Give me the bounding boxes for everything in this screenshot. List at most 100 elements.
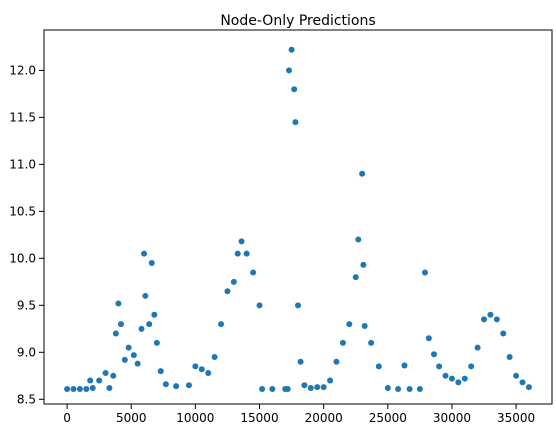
scatter-point <box>461 375 468 382</box>
scatter-point <box>153 339 160 346</box>
scatter-point <box>112 330 119 337</box>
y-tick-label: 9.0 <box>17 345 36 359</box>
scatter-point <box>361 323 368 330</box>
scatter-point <box>117 321 124 328</box>
scatter-point <box>288 46 295 53</box>
x-tick-label: 5000 <box>116 411 147 425</box>
scatter-point <box>360 261 367 268</box>
scatter-point <box>448 375 455 382</box>
scatter-point <box>284 385 291 392</box>
scatter-point <box>115 300 122 307</box>
scatter-point <box>96 377 103 384</box>
scatter-point <box>205 369 212 376</box>
y-tick-label: 10.5 <box>9 204 36 218</box>
scatter-point <box>230 278 237 285</box>
x-tick-label: 0 <box>63 411 71 425</box>
scatter-point <box>211 354 218 361</box>
y-tick-label: 11.5 <box>9 110 36 124</box>
y-axis: 8.5 9.0 9.5 10.0 10.5 11.0 11.5 12.0 <box>9 63 44 406</box>
scatter-point <box>121 356 128 363</box>
scatter-point <box>500 330 507 337</box>
scatter-point <box>106 385 113 392</box>
scatter-point <box>142 292 149 299</box>
scatter-point <box>146 321 153 328</box>
scatter-point <box>134 360 141 367</box>
plot-area: 0 5000 10000 15000 20000 25000 30000 35000 8.5 9… <box>9 29 553 425</box>
scatter-point <box>291 86 298 93</box>
scatter-point <box>256 302 263 309</box>
scatter-point <box>474 344 481 351</box>
scatter-point <box>185 382 192 389</box>
scatter-point <box>339 339 346 346</box>
scatter-point <box>525 384 532 391</box>
x-tick-label: 20000 <box>305 411 343 425</box>
scatter-point <box>368 339 375 346</box>
scatter-point <box>292 119 299 126</box>
scatter-point <box>173 383 180 390</box>
scatter-point <box>89 385 96 392</box>
scatter-point <box>125 344 132 351</box>
scatter-point <box>395 385 402 392</box>
scatter-point <box>422 269 428 276</box>
y-tick-label: 10.0 <box>9 251 36 265</box>
scatter-point <box>269 385 276 392</box>
scatter-point <box>259 385 266 392</box>
scatter-point <box>297 358 304 365</box>
scatter-point <box>320 384 327 391</box>
scatter-point <box>102 369 109 376</box>
scatter-point <box>425 335 432 342</box>
scatter-point <box>198 366 205 373</box>
scatter-point <box>519 379 526 386</box>
scatter-point <box>64 385 71 392</box>
scatter-point <box>243 250 250 257</box>
scatter-point <box>375 363 382 370</box>
y-tick-label: 9.5 <box>17 298 36 312</box>
scatter-point <box>192 363 199 370</box>
scatter-point <box>384 385 391 392</box>
scatter-point <box>442 372 449 379</box>
scatter-point <box>70 385 77 392</box>
scatter-point <box>286 67 293 74</box>
scatter-point <box>430 351 437 358</box>
y-tick-label: 12.0 <box>9 63 36 77</box>
y-tick-label: 8.5 <box>17 392 36 406</box>
scatter-point <box>468 363 475 370</box>
scatter-point <box>218 321 225 328</box>
scatter-point <box>224 288 231 295</box>
scatter-series <box>64 46 532 392</box>
scatter-point <box>406 385 413 392</box>
scatter-point <box>359 170 366 177</box>
scatter-point <box>436 363 443 370</box>
x-axis: 0 5000 10000 15000 20000 25000 30000 35000 <box>63 404 535 425</box>
plot-frame <box>43 29 553 405</box>
scatter-point <box>481 316 488 323</box>
series-group <box>64 46 532 392</box>
scatter-point <box>87 377 94 384</box>
x-tick-label: 25000 <box>369 411 407 425</box>
chart-title: Node-Only Predictions <box>220 13 375 29</box>
scatter-point <box>141 250 148 257</box>
x-tick-label: 35000 <box>497 411 535 425</box>
scatter-point <box>151 311 158 318</box>
x-tick-label: 15000 <box>240 411 278 425</box>
scatter-point <box>157 368 164 375</box>
scatter-point <box>506 354 513 361</box>
scatter-point <box>238 238 245 245</box>
scatter-point <box>110 372 117 379</box>
scatter-point <box>162 381 169 388</box>
y-tick-label: 11.0 <box>9 157 36 171</box>
scatter-point <box>355 236 362 243</box>
scatter-point <box>513 372 520 379</box>
scatter-point <box>333 358 340 365</box>
scatter-point <box>234 250 241 257</box>
scatter-point <box>295 302 301 309</box>
scatter-point <box>487 311 494 318</box>
scatter-point <box>327 377 334 384</box>
scatter-point <box>130 352 137 359</box>
scatter-point <box>314 384 321 391</box>
scatter-point <box>83 385 90 392</box>
scatter-point <box>250 269 257 276</box>
scatter-point <box>352 274 359 281</box>
